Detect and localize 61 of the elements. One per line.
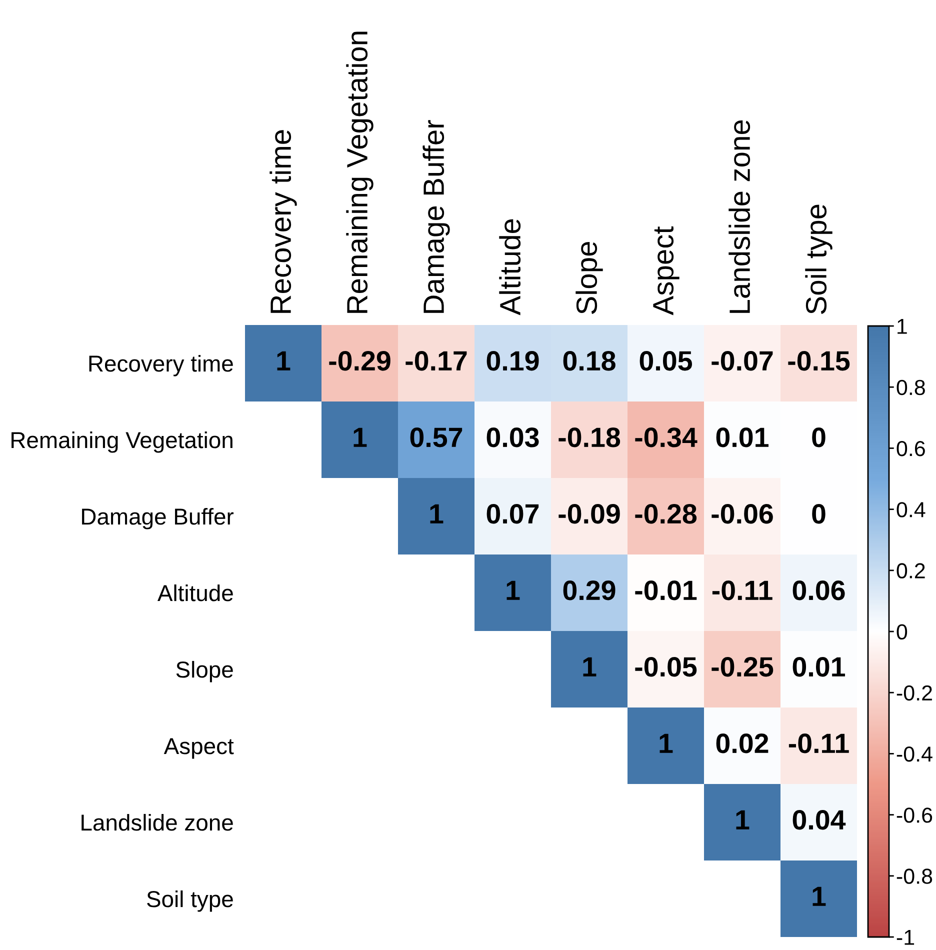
data-label: -0.29 xyxy=(329,351,390,371)
data-label: 1 xyxy=(812,886,826,906)
color-bar-label: 0 xyxy=(896,624,908,640)
data-label: 0.18 xyxy=(563,351,616,371)
y-tick-label: Landslide zone xyxy=(82,814,233,831)
color-bar-label: 0.2 xyxy=(896,563,925,578)
data-label: 1 xyxy=(736,810,750,830)
y-tick-label: Aspect xyxy=(164,738,234,759)
data-label: 0 xyxy=(812,428,826,448)
data-label: -0.11 xyxy=(712,580,772,600)
data-label: 0.01 xyxy=(792,657,846,677)
data-label: 0.19 xyxy=(486,351,539,371)
y-tick-label: Altitude xyxy=(158,584,233,602)
x-tick-label: Landslide zone xyxy=(728,120,750,313)
x-tick-label: Soil type xyxy=(805,204,832,314)
data-label: -0.17 xyxy=(406,351,467,371)
data-label: -0.06 xyxy=(712,504,773,524)
data-label: -0.11 xyxy=(788,734,849,754)
color-bar-label: -0.8 xyxy=(896,868,932,884)
color-bar-label: 0.6 xyxy=(896,440,925,456)
x-tick-label: Aspect xyxy=(653,226,680,316)
color-bar-label: -0.6 xyxy=(896,808,932,823)
color-bar-label: -0.4 xyxy=(896,746,932,762)
data-label: -0.25 xyxy=(712,657,774,677)
y-tick-label: Recovery time xyxy=(89,354,233,376)
data-label: 0.01 xyxy=(716,428,769,448)
data-label: -0.28 xyxy=(635,504,697,524)
data-label: 0.07 xyxy=(486,504,539,524)
color-bar-label: 0.4 xyxy=(896,502,926,518)
data-label: 1 xyxy=(660,734,673,753)
data-label: 0.06 xyxy=(792,580,845,600)
y-tick-label: Soil type xyxy=(147,890,233,912)
x-tick-label: Damage Buffer xyxy=(422,120,450,313)
x-tick-label: Altitude xyxy=(499,219,521,316)
y-tick-label: Slope xyxy=(176,660,233,682)
data-label: -0.15 xyxy=(788,351,850,371)
data-label: -0.09 xyxy=(558,504,620,524)
data-label: 0.29 xyxy=(563,580,616,600)
data-label: 1 xyxy=(277,351,290,370)
data-label: -0.01 xyxy=(635,580,697,600)
data-label: -0.34 xyxy=(635,428,698,448)
data-label: -0.07 xyxy=(712,351,773,371)
data-label: 0.03 xyxy=(486,428,539,448)
y-tick-label: Remaining Vegetation xyxy=(12,431,232,453)
data-label: 0.57 xyxy=(410,428,462,448)
data-label: -0.05 xyxy=(635,657,697,677)
data-label: 0.05 xyxy=(640,351,692,371)
x-tick-label: Slope xyxy=(576,242,603,314)
color-bar-label: -1 xyxy=(896,930,914,945)
data-label: 1 xyxy=(354,428,367,447)
color-bar-label: 0.8 xyxy=(896,380,925,396)
data-label: 0.02 xyxy=(716,734,768,754)
data-label: 0 xyxy=(812,504,826,524)
data-label: 1 xyxy=(430,504,444,524)
data-label: 0.04 xyxy=(792,810,846,830)
data-label: 1 xyxy=(583,657,596,676)
data-label: -0.18 xyxy=(558,428,620,448)
data-label: 1 xyxy=(506,580,520,600)
color-bar-label: -0.2 xyxy=(896,685,932,701)
y-tick-label: Damage Buffer xyxy=(82,508,234,530)
color-bar-label: 1 xyxy=(898,318,907,334)
